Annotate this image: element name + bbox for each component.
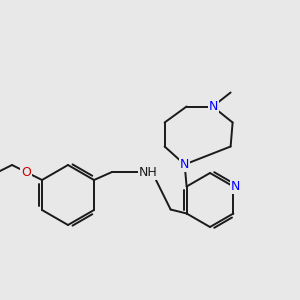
Text: N: N	[231, 180, 240, 193]
Text: O: O	[21, 166, 31, 178]
Text: N: N	[209, 100, 218, 113]
Text: NH: NH	[139, 166, 158, 178]
Text: N: N	[180, 158, 189, 171]
